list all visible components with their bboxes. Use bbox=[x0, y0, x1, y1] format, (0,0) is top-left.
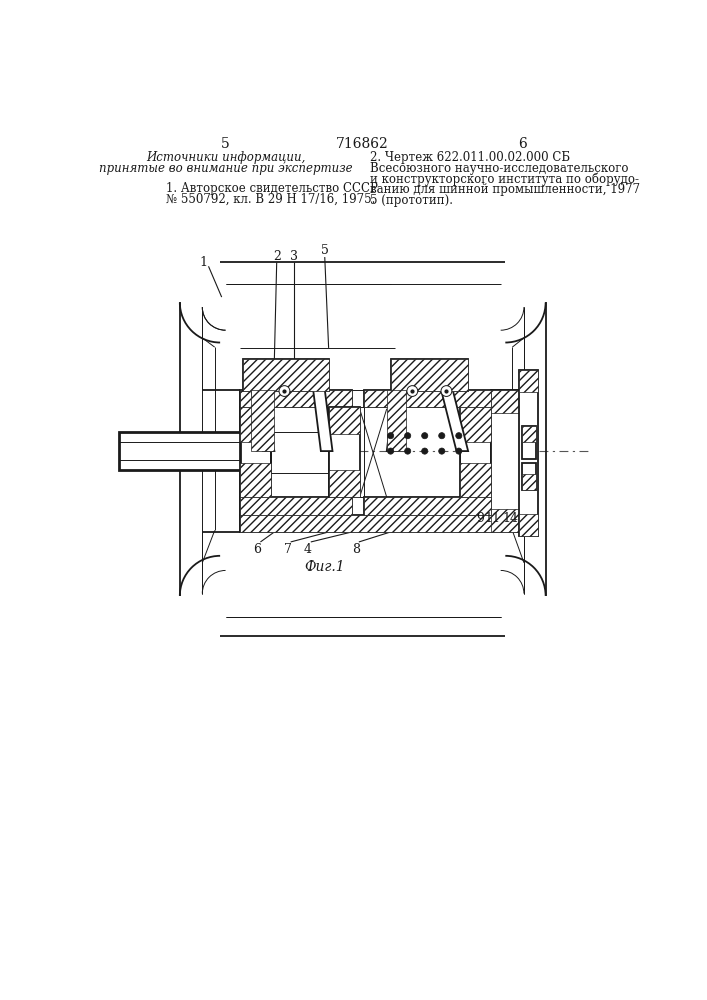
Text: 6: 6 bbox=[253, 543, 262, 556]
Bar bbox=[363, 497, 491, 515]
Polygon shape bbox=[441, 389, 468, 451]
Text: 1: 1 bbox=[199, 256, 207, 269]
Bar bbox=[243, 359, 329, 391]
Bar bbox=[391, 359, 468, 391]
Text: 14: 14 bbox=[502, 512, 518, 525]
Text: 5 (прототип).: 5 (прототип). bbox=[370, 194, 452, 207]
Bar bbox=[518, 370, 538, 392]
Circle shape bbox=[404, 433, 411, 439]
Text: Фиг.1: Фиг.1 bbox=[305, 560, 345, 574]
Circle shape bbox=[456, 448, 462, 454]
Text: 1. Авторское свидетельство СССР: 1. Авторское свидетельство СССР bbox=[166, 182, 378, 195]
Circle shape bbox=[441, 386, 452, 396]
Bar bbox=[491, 389, 522, 532]
Bar bbox=[251, 389, 274, 451]
Bar bbox=[240, 463, 271, 497]
Circle shape bbox=[438, 433, 445, 439]
Text: принятые во внимание при экспертизе: принятые во внимание при экспертизе bbox=[99, 162, 352, 175]
Bar bbox=[363, 497, 491, 515]
Text: 2. Чертеж 622.011.00.02.000 СБ: 2. Чертеж 622.011.00.02.000 СБ bbox=[370, 151, 570, 164]
Bar bbox=[491, 509, 522, 532]
Bar bbox=[329, 470, 360, 497]
Bar bbox=[240, 497, 352, 515]
Circle shape bbox=[279, 386, 290, 396]
Circle shape bbox=[456, 433, 462, 439]
Bar bbox=[522, 463, 537, 490]
Text: ванию для шинной промышленности, 1977: ванию для шинной промышленности, 1977 bbox=[370, 183, 640, 196]
Text: 7: 7 bbox=[284, 543, 291, 556]
Text: 9: 9 bbox=[477, 512, 484, 525]
Bar bbox=[240, 407, 271, 442]
Text: 5: 5 bbox=[321, 244, 329, 257]
Text: 11: 11 bbox=[485, 512, 501, 525]
Bar bbox=[460, 463, 491, 497]
Bar bbox=[460, 407, 491, 497]
Circle shape bbox=[438, 448, 445, 454]
Bar bbox=[271, 407, 329, 497]
Text: 8: 8 bbox=[352, 543, 360, 556]
Text: № 550792, кл. В 29 Н 17/16, 1975.: № 550792, кл. В 29 Н 17/16, 1975. bbox=[166, 192, 375, 205]
Text: 5: 5 bbox=[221, 137, 230, 151]
Bar bbox=[491, 389, 522, 413]
Bar bbox=[240, 389, 352, 407]
Bar bbox=[518, 370, 538, 536]
Bar bbox=[363, 389, 491, 407]
Bar bbox=[522, 426, 537, 459]
Bar bbox=[329, 407, 360, 434]
Text: 4: 4 bbox=[304, 543, 312, 556]
Bar bbox=[240, 407, 271, 497]
Bar bbox=[522, 474, 537, 490]
Circle shape bbox=[387, 448, 394, 454]
Bar bbox=[119, 432, 240, 470]
Bar bbox=[460, 407, 491, 442]
Text: 2: 2 bbox=[273, 250, 281, 263]
Bar bbox=[329, 407, 360, 497]
Text: 716862: 716862 bbox=[336, 137, 388, 151]
Bar bbox=[387, 389, 406, 451]
Text: и конструкторского института по оборудо-: и конструкторского института по оборудо- bbox=[370, 172, 638, 186]
Bar bbox=[243, 359, 329, 391]
Circle shape bbox=[387, 433, 394, 439]
Bar bbox=[240, 515, 510, 532]
Text: Всесоюзного научно-исследовательского: Всесоюзного научно-исследовательского bbox=[370, 162, 629, 175]
Circle shape bbox=[421, 448, 428, 454]
Bar bbox=[518, 514, 538, 536]
Text: 3: 3 bbox=[290, 250, 298, 263]
Bar bbox=[522, 426, 537, 442]
Bar bbox=[240, 389, 352, 407]
Bar bbox=[391, 359, 468, 391]
Bar bbox=[363, 389, 491, 407]
Circle shape bbox=[404, 448, 411, 454]
Bar bbox=[240, 515, 510, 532]
Circle shape bbox=[407, 386, 418, 396]
Polygon shape bbox=[387, 389, 406, 451]
Polygon shape bbox=[251, 389, 274, 451]
Polygon shape bbox=[313, 389, 332, 451]
Bar bbox=[240, 497, 352, 515]
Circle shape bbox=[421, 433, 428, 439]
Text: 6: 6 bbox=[518, 137, 527, 151]
Text: Источники информации,: Источники информации, bbox=[146, 151, 305, 164]
